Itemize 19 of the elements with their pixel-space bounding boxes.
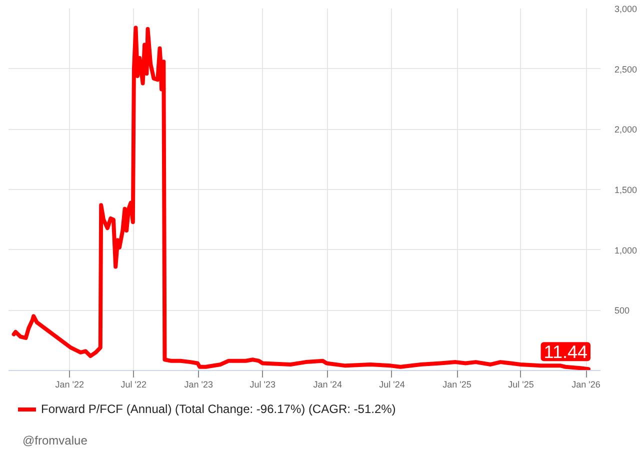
legend-label: Forward P/FCF (Annual) (Total Change: -96.17%) (CAGR: -51.2%)	[41, 402, 396, 416]
x-tick-label: Jan '26	[572, 380, 600, 390]
x-tick-label: Jul '24	[379, 380, 405, 390]
line-series	[12, 26, 590, 370]
x-tick-label: Jan '24	[313, 380, 342, 390]
data-label: 11.44	[544, 342, 588, 362]
y-tick-label: 2,000	[614, 124, 638, 135]
x-tick-label: Jul '23	[250, 380, 276, 390]
x-tick-label: Jan '22	[55, 380, 84, 390]
y-tick-label: 1,500	[614, 185, 638, 195]
x-tick-label: Jul '22	[120, 380, 146, 390]
y-tick-label: 3,000	[614, 4, 638, 14]
y-tick-label: 500	[614, 306, 630, 316]
y-tick-label: 1,000	[614, 245, 638, 256]
x-tick-label: Jul '25	[508, 380, 534, 390]
x-tick-label: Jan '25	[442, 380, 472, 390]
x-tick-label: Jan '23	[184, 380, 214, 390]
y-tick-label: 2,500	[614, 64, 638, 74]
text: @fromvalue	[22, 434, 88, 448]
